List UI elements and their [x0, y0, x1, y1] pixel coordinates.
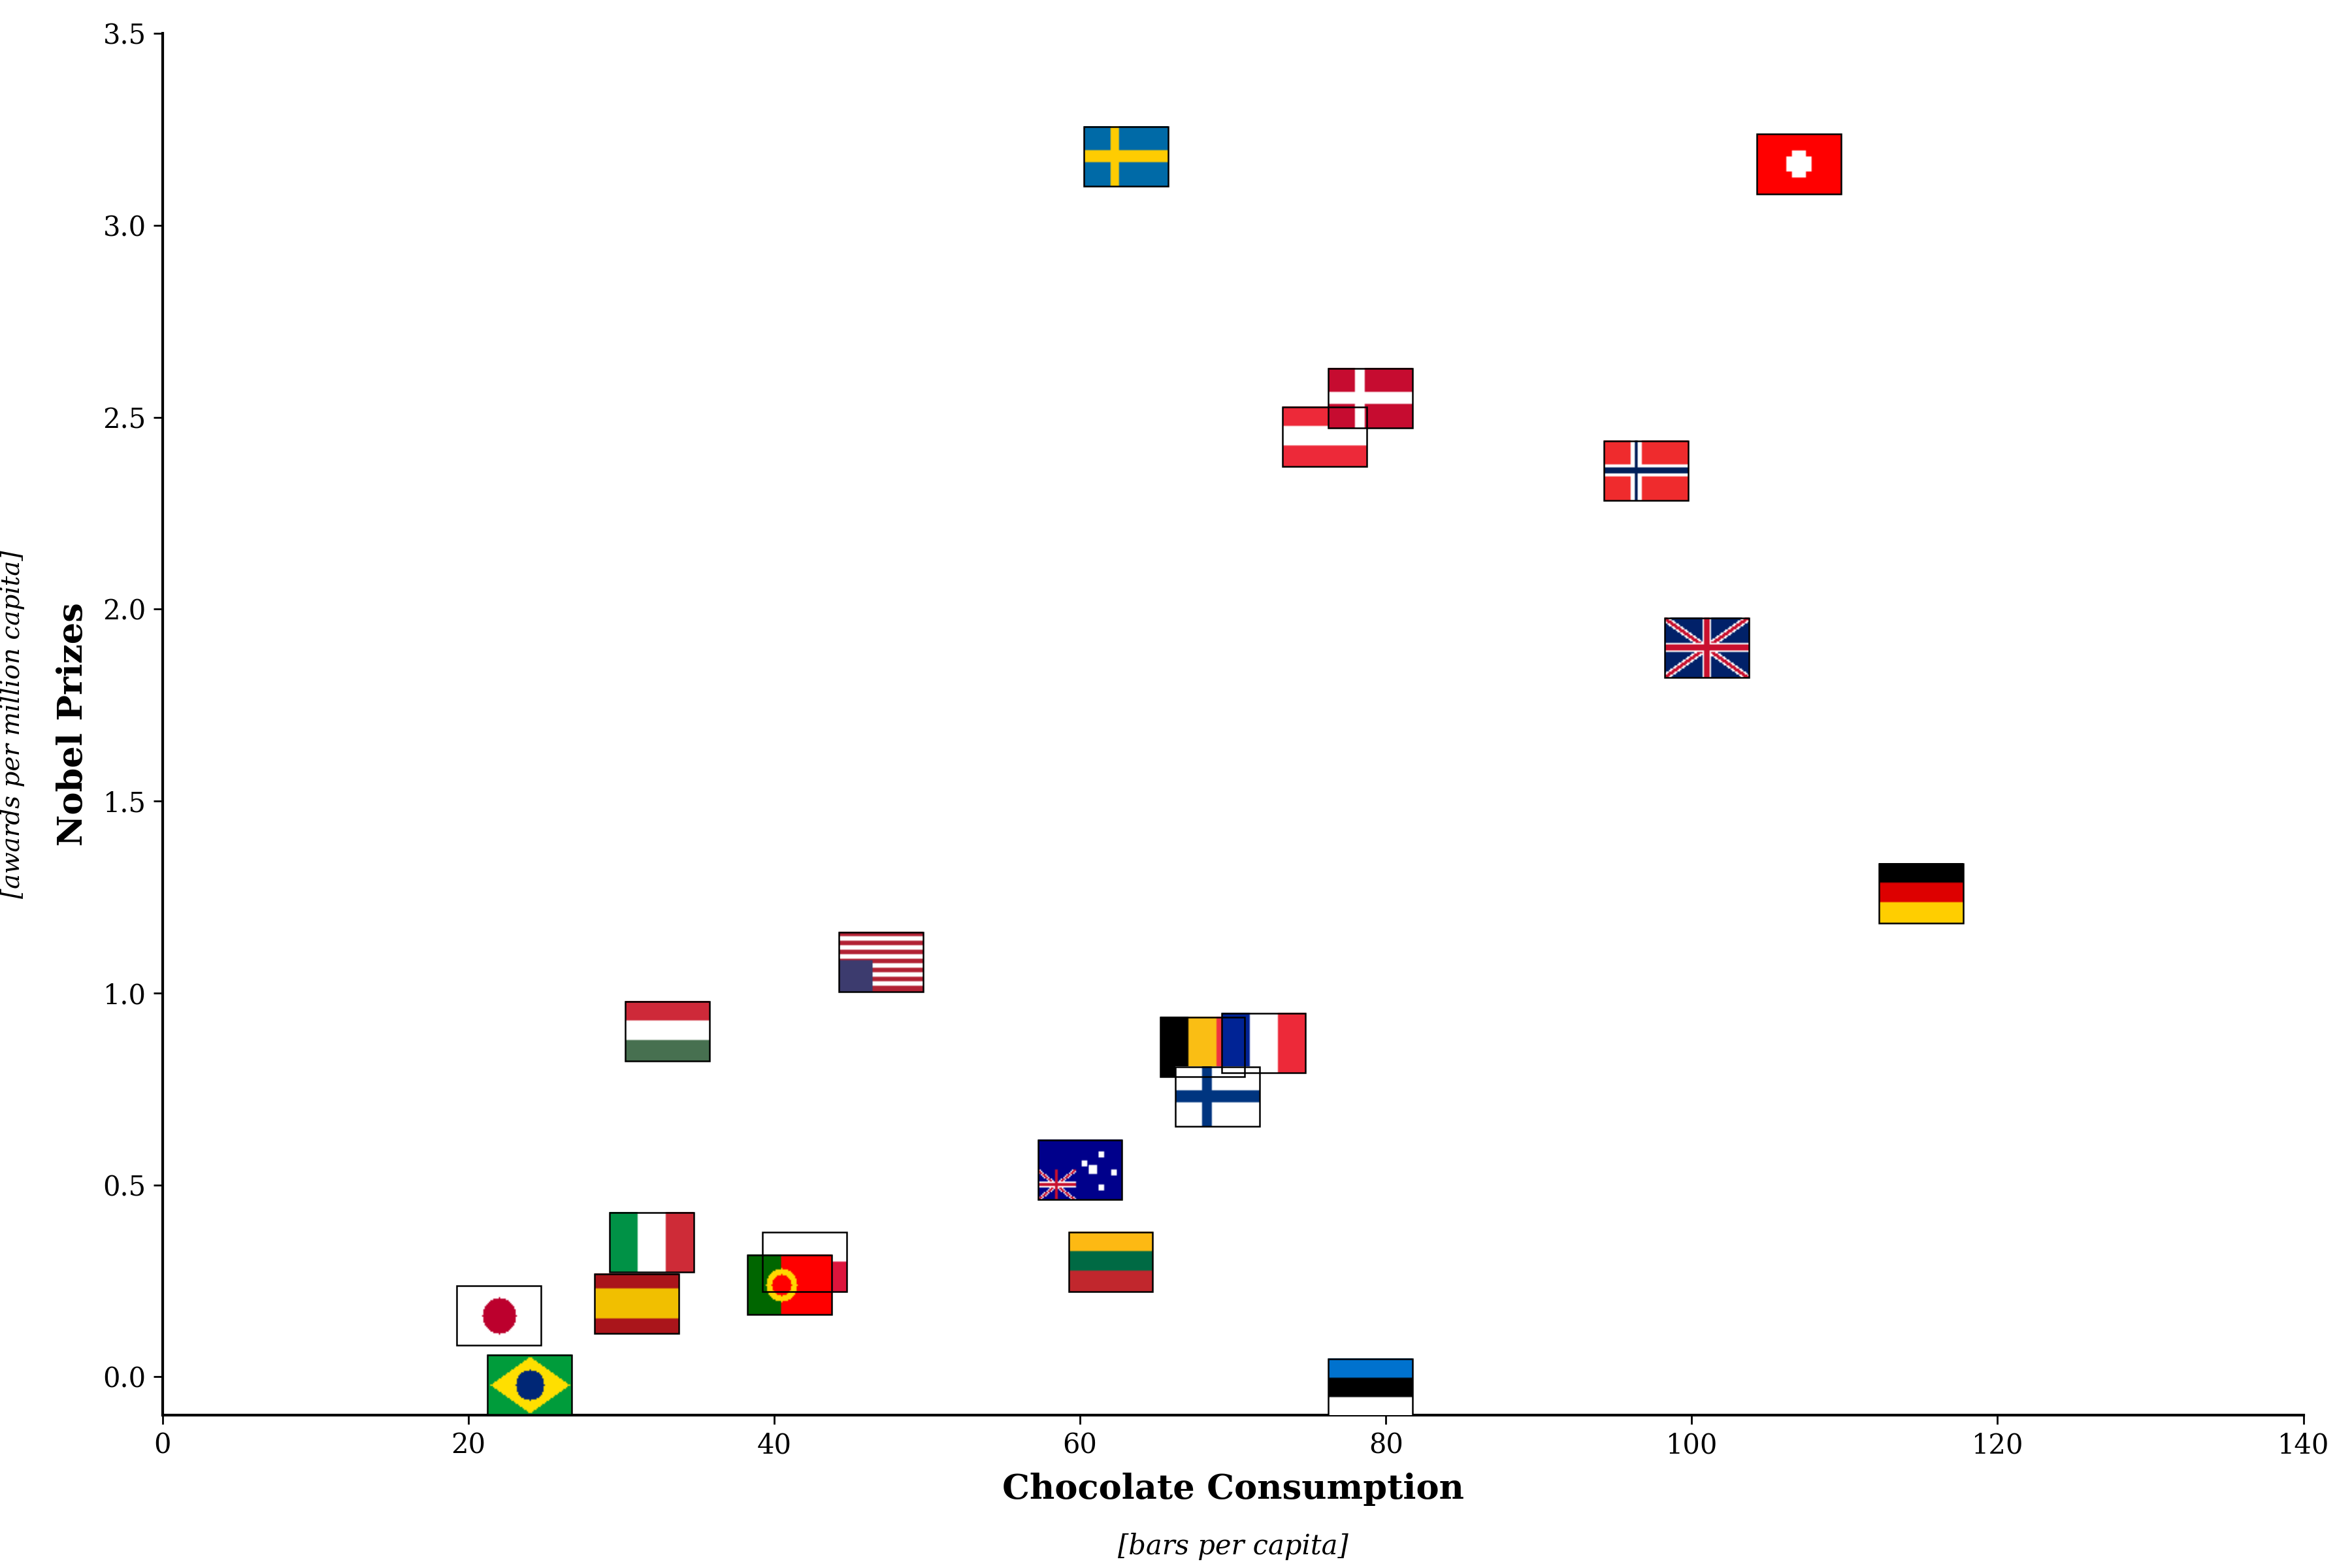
Text: [awards per million capita]: [awards per million capita] [0, 550, 26, 898]
Bar [626, 1002, 710, 1062]
Bar [1604, 441, 1689, 500]
Bar [609, 1212, 694, 1272]
Bar [595, 1275, 680, 1334]
Text: [bars per capita]: [bars per capita] [1117, 1532, 1348, 1560]
Bar [1879, 864, 1964, 924]
Bar [1221, 1013, 1305, 1073]
Bar [1329, 368, 1414, 428]
Bar [1282, 406, 1367, 466]
Y-axis label: Nobel Prizes: Nobel Prizes [56, 602, 89, 847]
Bar [762, 1232, 847, 1292]
Bar [1160, 1018, 1244, 1077]
Bar [1757, 135, 1842, 194]
Bar [1037, 1140, 1122, 1200]
Bar [840, 933, 924, 993]
Bar [1068, 1232, 1152, 1292]
Bar [1665, 618, 1750, 677]
Bar [1176, 1066, 1261, 1126]
X-axis label: Chocolate Consumption: Chocolate Consumption [1002, 1472, 1463, 1505]
Bar [1084, 127, 1169, 187]
Bar [487, 1355, 572, 1414]
Bar [748, 1254, 833, 1314]
Bar [456, 1286, 541, 1345]
Bar [1329, 1358, 1414, 1417]
